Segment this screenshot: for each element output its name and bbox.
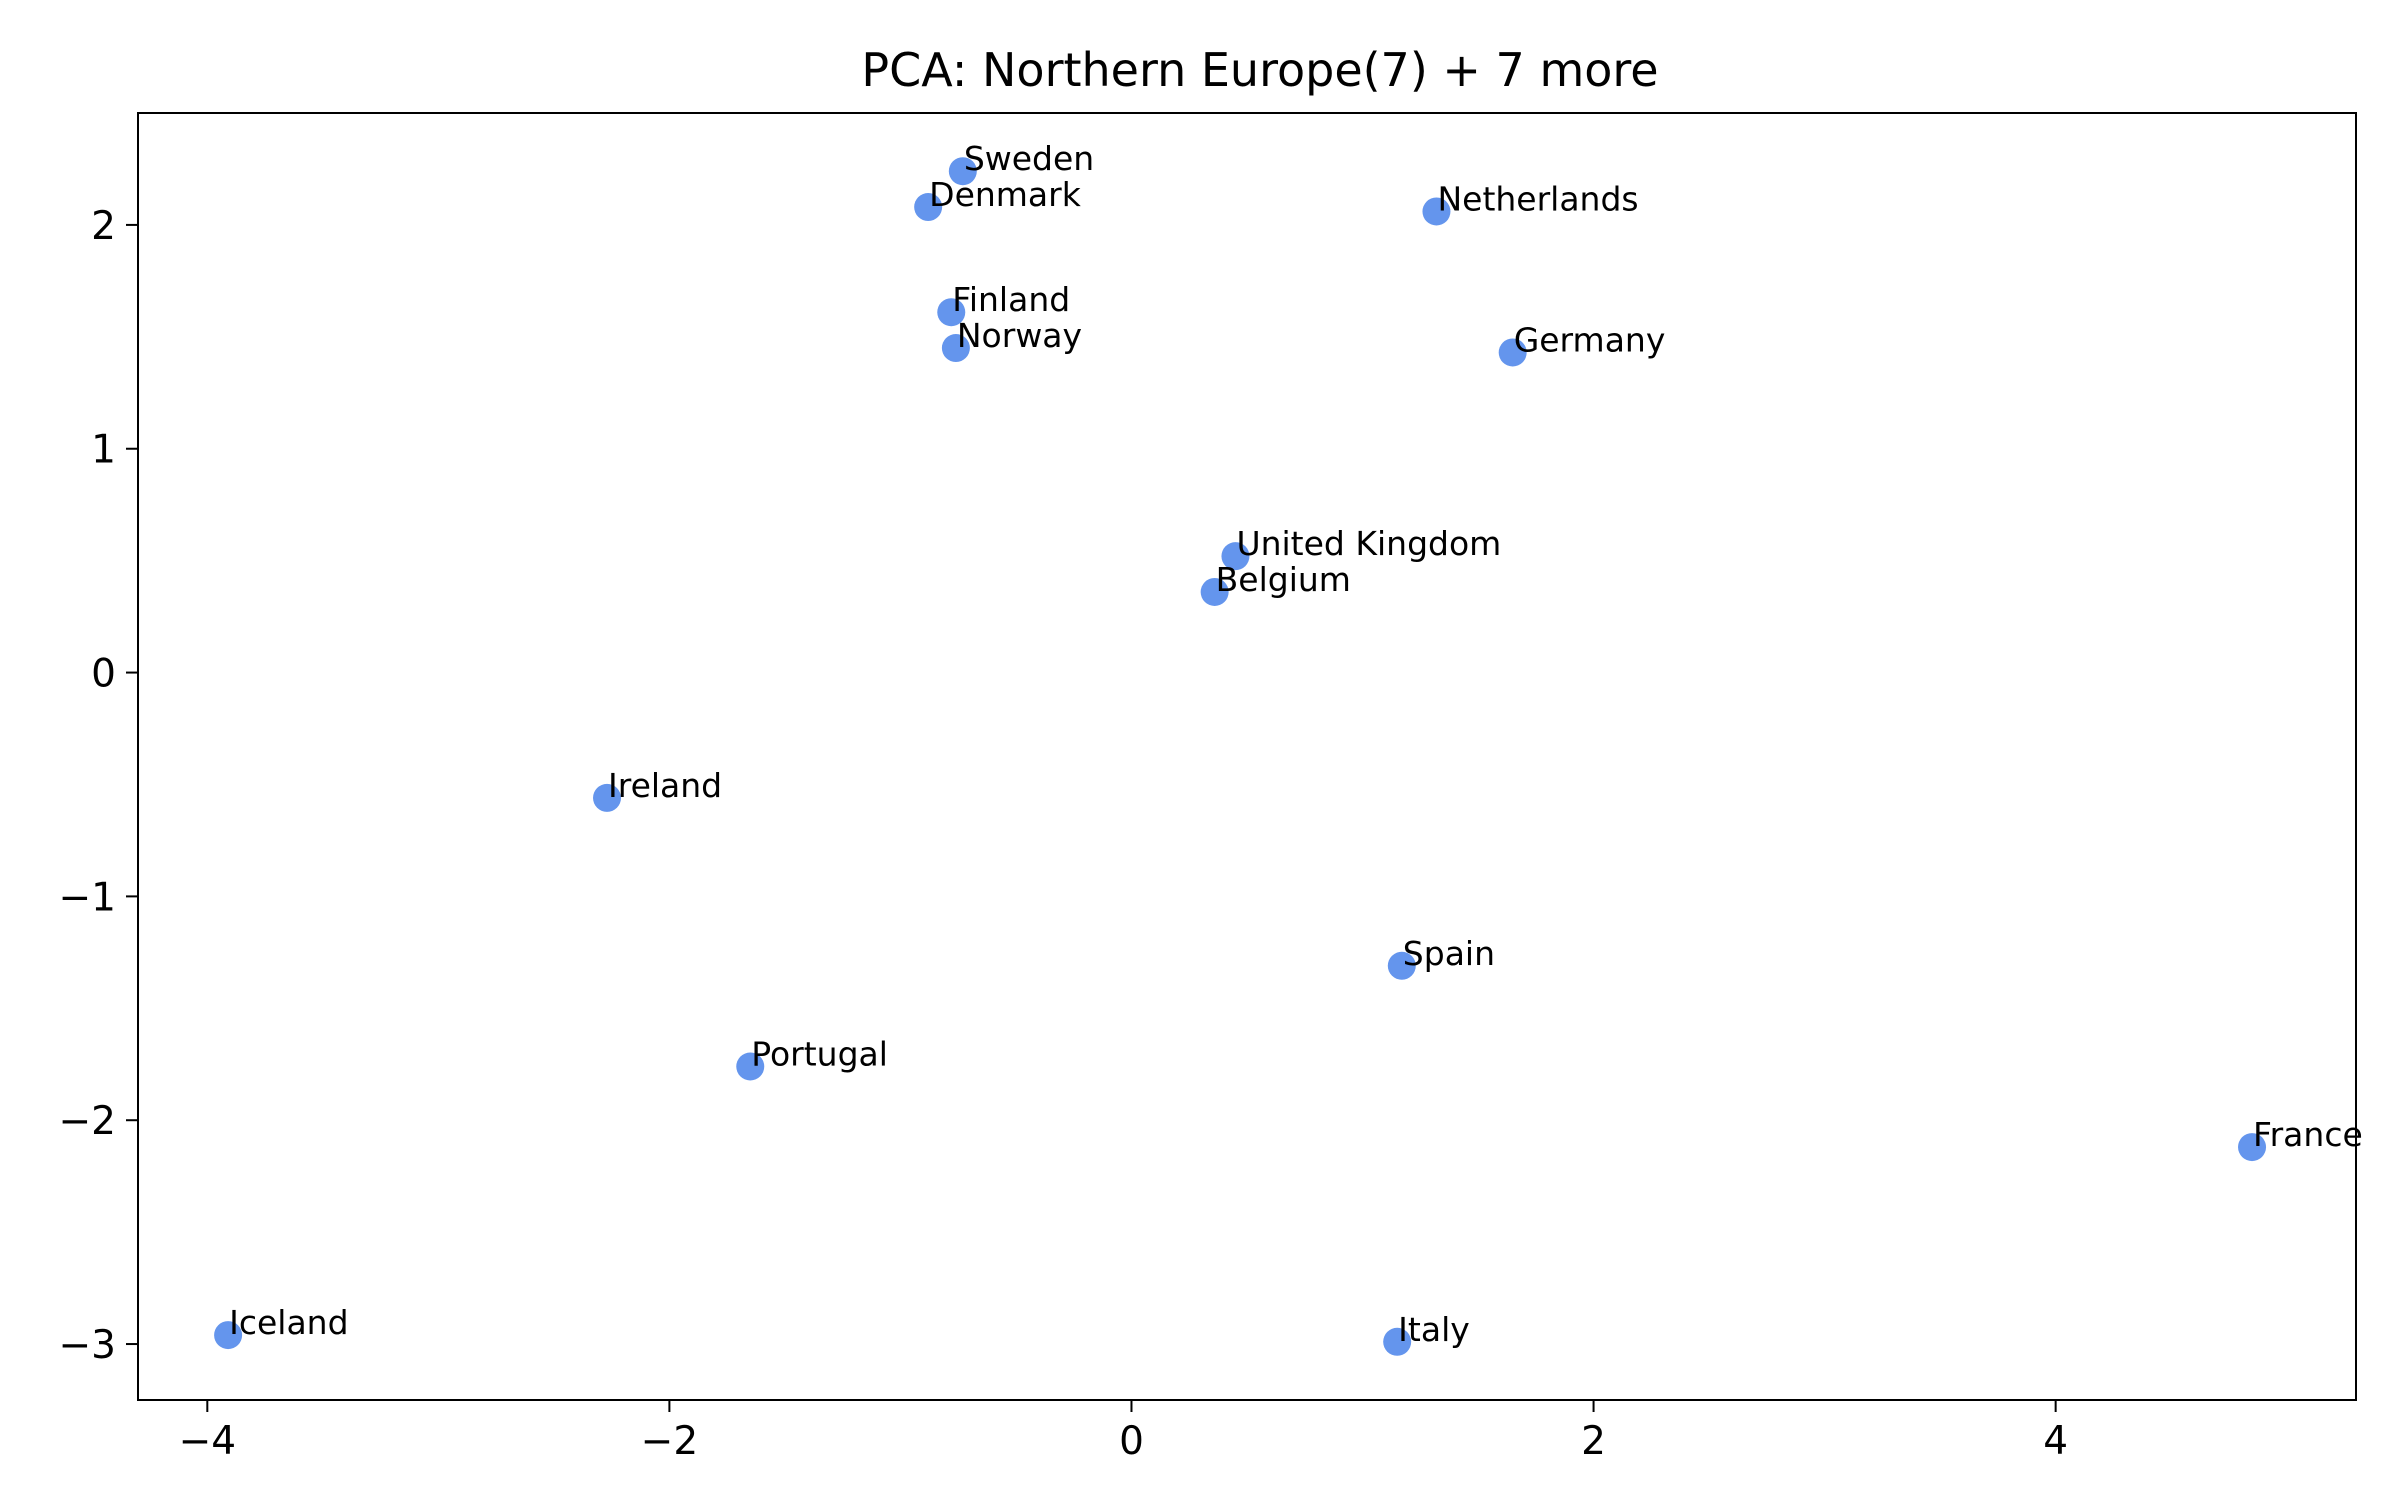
plot-area-frame <box>137 112 2357 1401</box>
point-label: Netherlands <box>1437 179 1638 218</box>
point-label: Iceland <box>229 1303 348 1342</box>
data-point-ireland <box>593 783 622 812</box>
x-tick-label: 4 <box>2043 1419 2068 1464</box>
point-label: Portugal <box>751 1034 888 1073</box>
data-point-denmark <box>914 193 943 222</box>
data-point-france <box>2238 1133 2267 1162</box>
point-label: Ireland <box>608 766 722 805</box>
data-point-germany <box>1498 338 1527 367</box>
point-label: Italy <box>1398 1310 1470 1349</box>
y-tick-label: 1 <box>91 428 116 473</box>
point-label: France <box>2253 1115 2363 1154</box>
point-label: Sweden <box>964 139 1094 178</box>
data-point-united-kingdom <box>1221 542 1250 571</box>
x-tick-label: 2 <box>1581 1419 1606 1464</box>
y-tick-label: −3 <box>59 1323 117 1368</box>
data-point-norway <box>941 334 970 363</box>
data-point-belgium <box>1200 577 1229 606</box>
x-tick-label: −4 <box>179 1419 237 1464</box>
point-label: Denmark <box>929 175 1082 214</box>
y-tick-label: −2 <box>59 1099 117 1144</box>
data-points <box>214 157 2267 1356</box>
y-tick-label: −1 <box>59 875 117 920</box>
point-label: Germany <box>1514 320 1666 359</box>
point-label: Belgium <box>1216 560 1351 599</box>
data-point-spain <box>1387 951 1416 980</box>
chart-title: PCA: Northern Europe(7) + 7 more <box>861 43 1658 97</box>
data-point-iceland <box>214 1321 243 1350</box>
x-tick-label: 0 <box>1119 1419 1144 1464</box>
data-point-portugal <box>736 1052 765 1081</box>
x-tick-label: −2 <box>641 1419 699 1464</box>
y-tick-label: 2 <box>91 204 116 249</box>
data-point-finland <box>937 298 966 327</box>
data-point-sweden <box>948 157 977 186</box>
x-axis: −4 −2 0 2 4 <box>179 1400 2068 1464</box>
point-label: Norway <box>957 316 1082 355</box>
data-point-netherlands <box>1422 197 1451 226</box>
point-label: Spain <box>1403 934 1495 973</box>
point-label: United Kingdom <box>1236 524 1501 563</box>
y-tick-label: 0 <box>91 652 116 697</box>
y-axis: −3 −2 −1 0 1 2 <box>59 204 138 1368</box>
data-point-italy <box>1383 1327 1412 1356</box>
point-label: Finland <box>952 280 1070 319</box>
